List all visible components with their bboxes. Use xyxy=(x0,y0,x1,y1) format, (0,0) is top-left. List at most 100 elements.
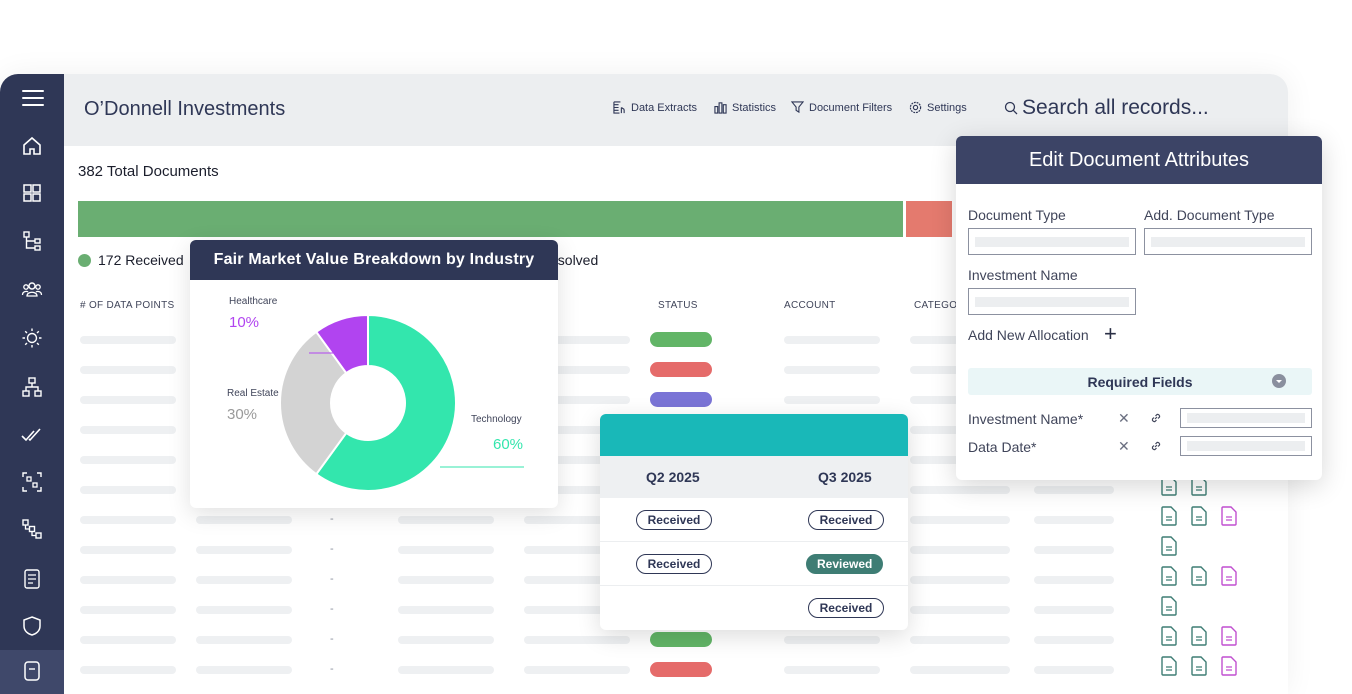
placeholder-cell xyxy=(524,336,630,344)
quarter-row: Received Received xyxy=(600,498,908,542)
org-chart-icon[interactable] xyxy=(21,376,43,398)
placeholder-cell xyxy=(784,336,880,344)
placeholder-cell xyxy=(524,516,630,524)
report-document-icon[interactable] xyxy=(21,568,43,590)
placeholder-cell xyxy=(910,636,1010,644)
document-icon[interactable] xyxy=(1190,506,1208,526)
healthcare-percent: 10% xyxy=(229,314,260,331)
column-header-category[interactable]: CATEGOR xyxy=(914,300,965,311)
placeholder-cell xyxy=(784,666,880,674)
placeholder-cell xyxy=(524,636,630,644)
legend-resolved: esolved xyxy=(550,252,598,268)
shield-icon[interactable] xyxy=(21,615,43,637)
investment-name-input[interactable] xyxy=(968,288,1136,315)
document-icon[interactable] xyxy=(1160,506,1178,526)
quarter-status-card: Q2 2025 Q3 2025 Received Received Receiv… xyxy=(600,414,908,630)
document-icon[interactable] xyxy=(1190,626,1208,646)
status-pill xyxy=(650,332,712,347)
empty-value-dash: - xyxy=(330,513,334,525)
document-icon[interactable] xyxy=(1160,566,1178,586)
data-date-required-input[interactable] xyxy=(1180,436,1312,456)
document-icon[interactable] xyxy=(1160,596,1178,616)
document-icon[interactable] xyxy=(1160,536,1178,556)
placeholder-cell xyxy=(784,636,880,644)
empty-value-dash: - xyxy=(330,663,334,675)
hamburger-menu-icon[interactable] xyxy=(22,90,44,106)
document-filters-button[interactable]: Document Filters xyxy=(791,101,892,114)
q3-status-badge[interactable]: Received xyxy=(808,510,884,530)
link-icon[interactable] xyxy=(1149,439,1163,453)
data-extracts-button[interactable]: Data Extracts xyxy=(613,101,697,114)
close-icon[interactable]: ✕ xyxy=(1118,410,1130,426)
chevron-down-icon[interactable] xyxy=(1272,374,1286,388)
placeholder-cell xyxy=(910,486,1010,494)
placeholder-cell xyxy=(398,576,494,584)
investment-name-required-input[interactable] xyxy=(1180,408,1312,428)
statistics-button[interactable]: Statistics xyxy=(714,101,776,114)
close-icon[interactable]: ✕ xyxy=(1118,438,1130,454)
sun-icon[interactable] xyxy=(21,327,43,349)
settings-button[interactable]: Settings xyxy=(909,101,967,114)
pink-document-icon[interactable] xyxy=(1220,506,1238,526)
edit-document-attributes-panel: Edit Document Attributes Document Type A… xyxy=(956,136,1322,480)
document-type-label: Document Type xyxy=(968,207,1066,223)
pink-document-icon[interactable] xyxy=(1220,626,1238,646)
document-type-input[interactable] xyxy=(968,228,1136,255)
link-icon[interactable] xyxy=(1149,411,1163,425)
placeholder-cell xyxy=(398,666,494,674)
q2-status-badge[interactable]: Received xyxy=(636,554,712,574)
empty-value-dash: - xyxy=(330,573,334,585)
real-estate-slice[interactable] xyxy=(279,330,348,476)
dashboard-grid-icon[interactable] xyxy=(21,182,43,204)
scan-document-icon[interactable] xyxy=(21,471,43,493)
placeholder-cell xyxy=(80,486,176,494)
placeholder-cell xyxy=(80,366,176,374)
placeholder-cell xyxy=(524,456,630,464)
empty-value-dash: - xyxy=(330,543,334,555)
page-header: O’Donnell Investments Data Extracts Stat… xyxy=(64,74,1288,146)
gear-icon xyxy=(909,101,922,114)
add-new-allocation-label[interactable]: Add New Allocation xyxy=(968,327,1089,343)
pink-document-icon[interactable] xyxy=(1220,566,1238,586)
sidebar xyxy=(0,74,64,694)
real-estate-label: Real Estate xyxy=(227,388,279,399)
healthcare-slice[interactable] xyxy=(314,313,369,375)
status-bar-received xyxy=(78,201,903,237)
document-icon[interactable] xyxy=(1190,656,1208,676)
pink-document-icon[interactable] xyxy=(1220,656,1238,676)
required-field-label: Data Date* xyxy=(968,439,1037,455)
search-field[interactable]: Search all records... xyxy=(1004,96,1209,120)
column-header-status[interactable]: STATUS xyxy=(658,300,698,311)
placeholder-cell xyxy=(524,366,630,374)
hierarchy-tree-icon[interactable] xyxy=(21,230,43,252)
add-document-type-input[interactable] xyxy=(1144,228,1312,255)
placeholder-cell xyxy=(910,606,1010,614)
technology-slice[interactable] xyxy=(314,313,457,492)
placeholder-cell xyxy=(80,636,176,644)
double-check-icon[interactable] xyxy=(21,424,43,446)
column-header-data-points[interactable]: # OF DATA POINTS xyxy=(80,300,175,311)
column-header-account[interactable]: ACCOUNT xyxy=(784,300,836,311)
placeholder-cell xyxy=(524,666,630,674)
status-pill xyxy=(650,392,712,407)
fmv-card-title: Fair Market Value Breakdown by Industry xyxy=(190,240,558,280)
workflow-icon[interactable] xyxy=(21,518,43,540)
placeholder-cell xyxy=(524,396,630,404)
placeholder-cell xyxy=(524,606,630,614)
q2-status-badge[interactable]: Received xyxy=(636,510,712,530)
document-icon[interactable] xyxy=(1160,656,1178,676)
add-allocation-plus-icon[interactable]: + xyxy=(1104,321,1117,346)
document-icon[interactable] xyxy=(1190,566,1208,586)
placeholder-cell xyxy=(1034,486,1114,494)
q3-status-badge[interactable]: Received xyxy=(808,598,884,618)
document-list-icon[interactable] xyxy=(21,660,43,682)
legend-received: 172 Received xyxy=(78,252,184,268)
home-icon[interactable] xyxy=(21,135,43,157)
q3-status-badge-reviewed[interactable]: Reviewed xyxy=(806,554,884,574)
placeholder-cell xyxy=(80,546,176,554)
users-group-icon[interactable] xyxy=(21,278,43,300)
required-fields-bar[interactable]: Required Fields xyxy=(968,368,1312,395)
document-icon[interactable] xyxy=(1160,626,1178,646)
q2-header: Q2 2025 xyxy=(646,469,700,485)
settings-label: Settings xyxy=(927,101,967,114)
